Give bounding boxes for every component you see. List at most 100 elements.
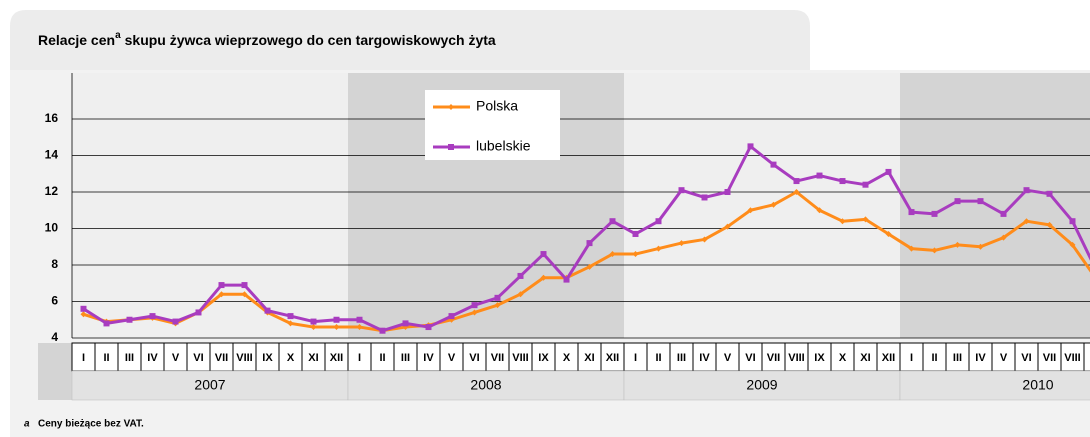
point-marker: [1069, 241, 1076, 248]
point-marker: [471, 309, 478, 316]
year-cell: [623, 370, 901, 401]
x-tick-label: XI: [584, 352, 594, 364]
x-tick-label: VII: [767, 352, 780, 364]
y-tick-label: 14: [45, 148, 59, 162]
legend-marker: [448, 144, 454, 150]
point-marker: [862, 181, 869, 188]
point-marker: [425, 324, 432, 331]
point-marker: [241, 291, 248, 298]
x-tick-label: I: [634, 352, 637, 364]
point-marker: [931, 247, 938, 254]
point-marker: [839, 178, 846, 185]
year-band: [624, 73, 900, 338]
point-marker: [333, 324, 340, 331]
point-marker: [839, 218, 846, 225]
legend-label: Polska: [476, 98, 518, 114]
y-tick-label: 16: [45, 111, 59, 125]
year-cell: [71, 370, 349, 401]
point-marker: [586, 240, 593, 247]
point-marker: [310, 324, 317, 331]
point-marker: [80, 305, 87, 312]
x-tick-label: V: [1000, 352, 1008, 364]
point-marker: [1069, 218, 1076, 225]
point-marker: [885, 168, 892, 175]
year-label: 2009: [746, 377, 777, 393]
point-marker: [149, 313, 156, 320]
x-tick-label: VIII: [512, 352, 529, 364]
x-tick-label: IX: [538, 352, 549, 364]
year-label: 2010: [1022, 377, 1053, 393]
point-marker: [862, 216, 869, 223]
x-tick-label: II: [103, 352, 109, 364]
x-tick-label: X: [839, 352, 847, 364]
point-marker: [793, 178, 800, 185]
point-marker: [1000, 234, 1007, 241]
x-tick-label: V: [724, 352, 732, 364]
point-marker: [632, 251, 639, 258]
point-marker: [517, 272, 524, 279]
point-marker: [333, 316, 340, 323]
point-marker: [172, 318, 179, 325]
x-tick-label: VI: [745, 352, 755, 364]
x-tick-label: III: [953, 352, 962, 364]
y-tick-label: 8: [51, 257, 58, 271]
point-marker: [310, 318, 317, 325]
x-tick-label: X: [563, 352, 571, 364]
point-marker: [954, 198, 961, 205]
x-tick-label: I: [358, 352, 361, 364]
point-marker: [287, 313, 294, 320]
x-tick-label: IV: [147, 352, 158, 364]
x-tick-label: VII: [1043, 352, 1056, 364]
y-tick-label: 12: [45, 184, 59, 198]
point-marker: [448, 313, 455, 320]
x-tick-label: III: [125, 352, 134, 364]
x-tick-label: IX: [262, 352, 273, 364]
point-marker: [586, 263, 593, 270]
point-marker: [977, 243, 984, 250]
point-marker: [241, 282, 248, 289]
point-marker: [80, 311, 87, 318]
point-marker: [793, 189, 800, 195]
year-label: 2007: [194, 377, 225, 393]
point-marker: [655, 218, 662, 225]
point-marker: [816, 207, 823, 214]
point-marker: [540, 251, 547, 258]
x-tick-label: II: [379, 352, 385, 364]
x-tick-label: II: [655, 352, 661, 364]
x-tick-label: VIII: [788, 352, 805, 364]
point-marker: [402, 320, 409, 327]
point-marker: [218, 291, 225, 298]
legend-label: lubelskie: [476, 138, 531, 154]
point-marker: [287, 320, 294, 327]
point-marker: [126, 316, 133, 323]
x-tick-label: VII: [215, 352, 228, 364]
point-marker: [1046, 221, 1053, 228]
point-marker: [563, 276, 570, 283]
point-marker: [494, 302, 501, 309]
point-marker: [517, 291, 524, 298]
y-tick-label: 4: [51, 330, 58, 344]
point-marker: [724, 189, 731, 195]
point-marker: [724, 223, 731, 230]
point-marker: [1046, 190, 1053, 197]
year-label: 2008: [470, 377, 501, 393]
point-marker: [1023, 218, 1030, 225]
point-marker: [770, 201, 777, 208]
x-tick-label: IV: [975, 352, 986, 364]
point-marker: [701, 194, 708, 201]
title-tab: [10, 10, 810, 70]
point-marker: [816, 172, 823, 179]
x-tick-label: VIII: [236, 352, 253, 364]
year-band: [900, 73, 1090, 338]
point-marker: [701, 236, 708, 243]
point-marker: [471, 302, 478, 309]
year-cell: [899, 370, 1090, 401]
legend-marker: [448, 104, 454, 110]
point-marker: [540, 274, 547, 281]
x-tick-label: XI: [860, 352, 870, 364]
point-marker: [655, 245, 662, 252]
x-tick-label: X: [287, 352, 295, 364]
month-cell: [1083, 342, 1090, 372]
